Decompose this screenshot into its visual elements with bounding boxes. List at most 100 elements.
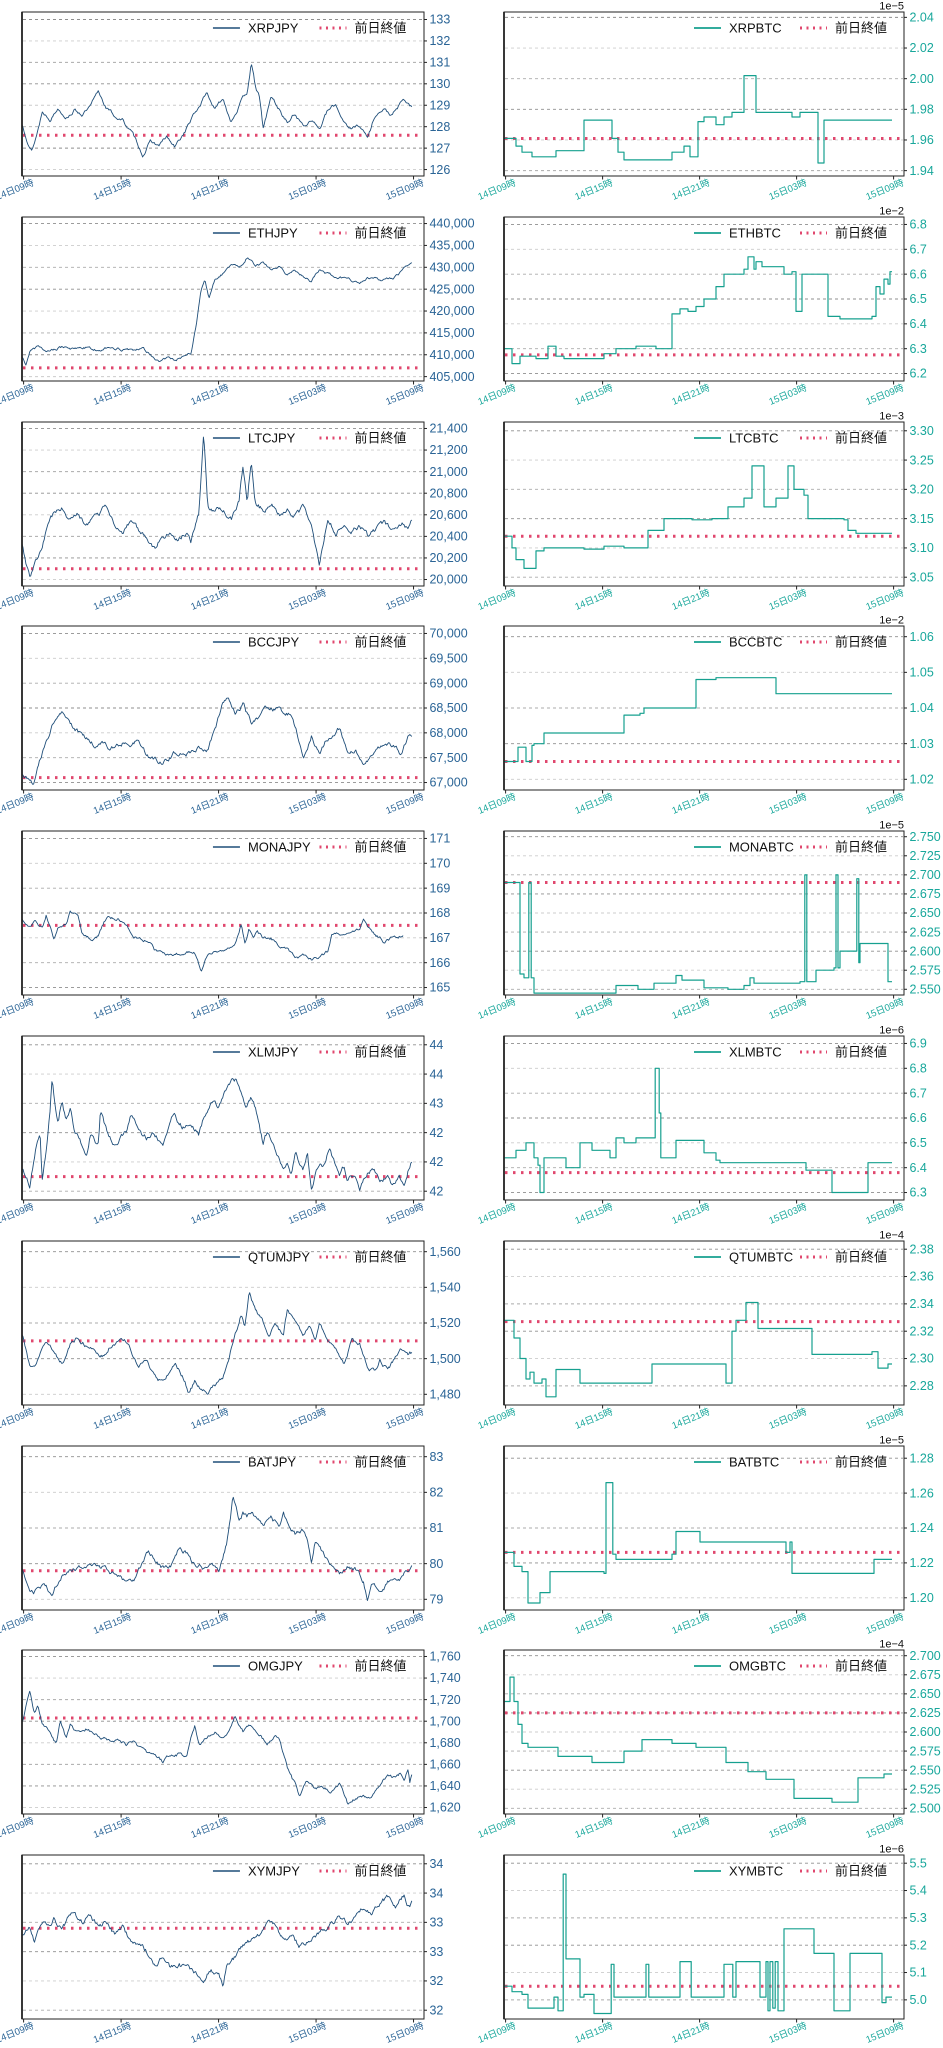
y-tick-label: 1,680: [430, 1736, 461, 1750]
y-tick-label: 2.02: [909, 41, 933, 55]
x-tick-label: 14日21時: [189, 587, 231, 612]
chart-svg-QTUMJPY: 1,560 1,540 1,520 1,500 1,480 14日09時 14日15時 14日…: [0, 1240, 461, 1432]
y-tick-label: 1.98: [909, 103, 933, 117]
legend-pair-label: MONAJPY: [248, 840, 311, 855]
y-tick-label: 69,500: [430, 652, 468, 666]
y-tick-label: 1,740: [430, 1672, 461, 1686]
x-tick-label: 14日21時: [670, 792, 712, 817]
x-tick-label: 15日03時: [287, 382, 329, 407]
y-tick-label: 1,480: [430, 1387, 461, 1401]
x-tick-label: 14日09時: [0, 177, 36, 202]
x-tick-label: 15日03時: [287, 2021, 329, 2046]
x-tick-label: 15日03時: [767, 177, 809, 202]
y-tick-label: 2.600: [909, 1726, 940, 1740]
y-tick-label: 1.05: [909, 666, 933, 680]
x-tick-label: 14日15時: [92, 382, 134, 407]
legend-prev-close-label: 前日終値: [354, 840, 406, 855]
price-line: [503, 677, 892, 763]
y-tick-label: 42: [430, 1184, 444, 1198]
x-tick-label: 14日09時: [476, 1201, 518, 1226]
chart-LTCBTC: 3.30 3.25 3.20 3.15 3.10 3.05 14日09時 14日15時 14日2…: [472, 410, 943, 615]
chart-svg-LTCBTC: 3.30 3.25 3.20 3.15 3.10 3.05 14日09時 14日15時 14日2…: [476, 410, 933, 612]
x-tick-label: 14日15時: [573, 382, 615, 407]
y-tick-label: 5.2: [909, 1939, 926, 1953]
chart-svg-OMGJPY: 1,760 1,740 1,720 1,700 1,680 1,660 1,640 1,620…: [0, 1649, 461, 1841]
y-tick-label: 1.22: [909, 1556, 933, 1570]
y-tick-label: 2.600: [909, 945, 940, 959]
x-tick-label: 14日21時: [670, 382, 712, 407]
y-tick-label: 2.625: [909, 925, 940, 939]
y-tick-label: 3.15: [909, 511, 933, 525]
y-tick-label: 6.5: [909, 292, 926, 306]
y-tick-label: 82: [430, 1485, 444, 1499]
x-tick-label: 15日03時: [287, 1611, 329, 1636]
x-tick-label: 15日03時: [287, 997, 329, 1022]
chart-svg-BCCBTC: 1.06 1.05 1.04 1.03 1.02 14日09時 14日15時 14日21時 15…: [476, 615, 933, 817]
x-tick-label: 14日15時: [92, 792, 134, 817]
y-tick-label: 6.8: [909, 1061, 926, 1075]
y-tick-label: 127: [430, 141, 451, 155]
legend-prev-close-label: 前日終値: [835, 1864, 887, 1879]
plot-border: [21, 1854, 425, 2020]
scale-offset-label: 1e−5: [879, 1434, 904, 1446]
x-tick-label: 15日09時: [384, 1611, 426, 1636]
x-tick-label: 14日09時: [476, 1816, 518, 1841]
chart-svg-ETHBTC: 6.8 6.7 6.6 6.5 6.4 6.3 6.2 14日09時 14日15時 14日21時 1…: [476, 205, 926, 407]
legend-pair-label: XRPJPY: [248, 20, 299, 35]
y-tick-label: 1.03: [909, 737, 933, 751]
x-tick-label: 14日21時: [670, 587, 712, 612]
x-tick-label: 15日03時: [287, 1816, 329, 1841]
legend-pair-label: QTUMBTC: [729, 1249, 793, 1264]
y-tick-label: 3.05: [909, 570, 933, 584]
y-tick-label: 3.10: [909, 541, 933, 555]
legend-prev-close-label: 前日終値: [835, 635, 887, 650]
y-tick-label: 166: [430, 956, 451, 970]
y-tick-label: 3.25: [909, 453, 933, 467]
x-tick-label: 15日03時: [767, 997, 809, 1022]
legend-prev-close-label: 前日終値: [354, 1659, 406, 1674]
x-tick-label: 14日09時: [0, 587, 36, 612]
y-tick-label: 32: [430, 1974, 444, 1988]
price-line: [22, 257, 413, 366]
legend-prev-close-label: 前日終値: [835, 225, 887, 240]
price-line: [503, 874, 892, 994]
x-tick-label: 14日09時: [476, 792, 518, 817]
x-tick-label: 14日09時: [476, 382, 518, 407]
chart-XRPJPY: 133 132 131 130 129 128 127 126 14日09時 14日15時 14日2…: [0, 0, 472, 205]
y-tick-label: 2.650: [909, 1687, 940, 1701]
legend-pair-label: XYMBTC: [729, 1864, 783, 1879]
y-tick-label: 6.9: [909, 1037, 926, 1051]
y-tick-label: 2.550: [909, 983, 940, 997]
x-tick-label: 15日03時: [287, 792, 329, 817]
legend-prev-close-label: 前日終値: [354, 1454, 406, 1469]
y-tick-label: 1,520: [430, 1316, 461, 1330]
x-tick-label: 14日15時: [573, 1201, 615, 1226]
legend-prev-close-label: 前日終値: [835, 430, 887, 445]
y-tick-label: 170: [430, 857, 451, 871]
y-tick-label: 83: [430, 1449, 444, 1463]
x-tick-label: 14日15時: [573, 1406, 615, 1431]
y-tick-label: 2.625: [909, 1707, 940, 1721]
price-line: [22, 1078, 413, 1191]
scale-offset-label: 1e−6: [879, 1844, 904, 1856]
y-tick-label: 6.4: [909, 1161, 926, 1175]
x-tick-label: 14日15時: [573, 997, 615, 1022]
y-tick-label: 1,760: [430, 1650, 461, 1664]
x-tick-label: 14日21時: [670, 997, 712, 1022]
price-line: [503, 464, 892, 569]
y-tick-label: 131: [430, 56, 451, 70]
y-tick-label: 2.04: [909, 11, 933, 25]
chart-svg-XLMJPY: 44 44 43 42 42 42 14日09時 14日15時 14日21時 15日03時 15日0…: [0, 1035, 444, 1227]
y-tick-label: 132: [430, 34, 451, 48]
x-tick-label: 14日21時: [670, 1406, 712, 1431]
scale-offset-label: 1e−3: [879, 410, 904, 422]
y-tick-label: 2.00: [909, 72, 933, 86]
price-line: [22, 1691, 413, 1805]
y-tick-label: 1.94: [909, 164, 933, 178]
plot-border: [21, 1649, 425, 1815]
x-tick-label: 15日09時: [864, 382, 906, 407]
y-tick-label: 68,000: [430, 726, 468, 740]
legend-pair-label: ETHBTC: [729, 225, 781, 240]
y-tick-label: 43: [430, 1097, 444, 1111]
